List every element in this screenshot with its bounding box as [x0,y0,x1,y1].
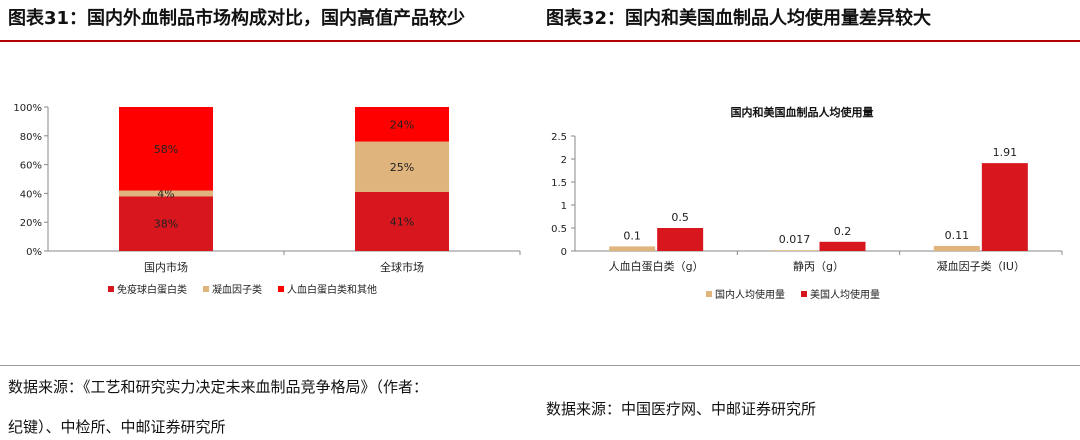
data-label: 1.91 [993,146,1018,159]
y-tick-label: 1 [561,201,567,212]
data-label: 25% [390,161,414,174]
data-label: 0.1 [623,229,641,242]
data-label: 0.017 [779,233,811,246]
y-tick-label: 100% [13,103,42,114]
right-source: 数据来源：中国医疗网、中邮证券研究所 [546,400,817,418]
left-source-line-1: 数据来源：《工艺和研究实力决定未来血制品竞争格局》（作者： [8,378,429,396]
y-tick-label: 2.5 [551,132,567,143]
legend-label: 美国人均使用量 [810,288,880,301]
y-tick-label: 40% [20,189,42,200]
x-tick-label: 静丙（g） [793,259,844,273]
data-label: 58% [154,143,178,156]
y-tick-label: 20% [20,218,42,229]
data-label: 24% [390,118,414,131]
y-tick-label: 0 [561,247,567,258]
y-tick-label: 2 [561,155,567,166]
stacked-bar-segment [355,191,449,251]
chart-title: 国内和美国血制品人均使用量 [731,105,874,119]
x-tick-label: 全球市场 [380,260,424,274]
left-figure-title: 图表31：国内外血制品市场构成对比，国内高值产品较少 [8,8,466,29]
bar [981,163,1028,251]
source-rule [0,365,1080,366]
stacked-bar-segment [119,196,213,251]
stacked-bar-segment [119,107,213,191]
x-tick-label: 凝血因子类（IU） [937,259,1025,273]
legend-label: 国内人均使用量 [715,288,785,301]
stacked-bar-segment [355,141,449,192]
legend-swatch [706,291,712,297]
bar [609,246,656,251]
legend-swatch [801,291,807,297]
data-label: 0.5 [671,211,689,224]
data-label: 0.2 [834,225,852,238]
right-figure-title: 图表32：国内和美国血制品人均使用量差异较大 [546,8,932,29]
data-label: 4% [157,187,174,200]
left-source-line-2: 纪键）、中检所、中邮证券研究所 [8,418,226,436]
data-label: 0.11 [945,229,970,242]
data-label: 38% [154,218,178,231]
legend-label: 人血白蛋白类和其他 [287,283,377,296]
market-composition-chart: 0% 20% 40% 60% 80% 100% 38% 4% 58% 国内市场 41% 25% 24% 全… [13,103,521,296]
bar [771,250,818,251]
bar [933,245,980,251]
y-tick-label: 60% [20,161,42,172]
bar [819,241,866,251]
stacked-bar-segment [355,107,449,142]
y-tick-label: 1.5 [551,178,567,189]
y-tick-label: 80% [20,132,42,143]
x-tick-label: 国内市场 [144,260,188,274]
stacked-bar-segment [119,190,213,197]
legend-swatch [278,286,284,292]
legend-label: 免疫球白蛋白类 [117,283,187,296]
title-rule [0,40,1080,42]
legend-swatch [108,286,114,292]
per-capita-usage-chart: 国内和美国血制品人均使用量 0 0.5 1 1.5 2 2.5 0.1 0.5 人血白蛋白类（g）… [551,105,1063,301]
legend-label: 凝血因子类 [212,283,262,296]
bar [657,228,704,251]
data-label: 41% [390,215,414,228]
y-tick-label: 0% [26,247,42,258]
y-tick-label: 0.5 [551,224,567,235]
x-tick-label: 人血白蛋白类（g） [609,259,704,273]
legend-swatch [203,286,209,292]
